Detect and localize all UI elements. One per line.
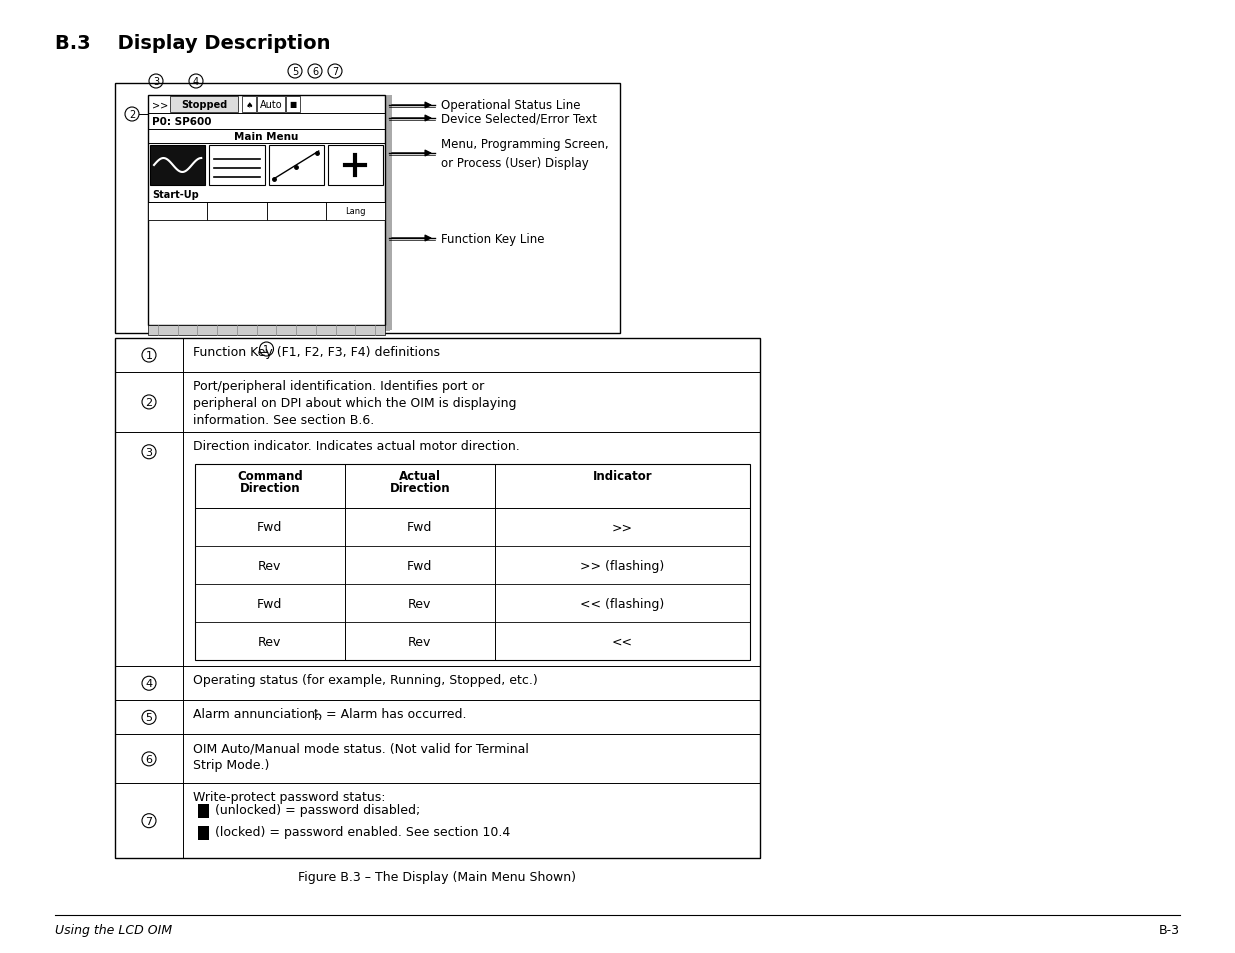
Text: Function Key (F1, F2, F3, F4) definitions: Function Key (F1, F2, F3, F4) definition… [193, 346, 440, 358]
Text: >> (flashing): >> (flashing) [580, 559, 664, 572]
Bar [115, 338, 760, 858]
Bar [327, 146, 383, 186]
Bar [148, 326, 385, 335]
Text: Rev: Rev [258, 559, 282, 572]
Text: ♄: ♄ [311, 707, 325, 722]
Text: Auto: Auto [259, 100, 283, 110]
Text: B.3    Display Description: B.3 Display Description [56, 34, 331, 53]
Text: Start-Up: Start-Up [152, 191, 199, 200]
Text: 3: 3 [146, 447, 152, 457]
Text: Alarm annunciation.: Alarm annunciation. [193, 707, 319, 720]
Text: = Alarm has occurred.: = Alarm has occurred. [326, 707, 467, 720]
Bar [387, 96, 391, 331]
Text: 2: 2 [128, 110, 135, 120]
Text: Port/peripheral identification. Identifies port or: Port/peripheral identification. Identifi… [193, 379, 484, 393]
Bar [242, 97, 256, 112]
Text: <<: << [611, 635, 632, 648]
Text: ■: ■ [289, 100, 296, 110]
Bar [198, 804, 209, 819]
Text: >>: >> [611, 521, 632, 534]
Bar [257, 97, 285, 112]
Text: Menu, Programming Screen,: Menu, Programming Screen, [441, 138, 609, 151]
Text: 5: 5 [291, 67, 298, 77]
Text: peripheral on DPI about which the OIM is displaying: peripheral on DPI about which the OIM is… [193, 396, 516, 410]
Text: Stopped: Stopped [180, 100, 227, 110]
Bar [195, 464, 750, 660]
Text: Fwd: Fwd [408, 521, 432, 534]
Text: or Process (User) Display: or Process (User) Display [441, 157, 589, 170]
Bar [268, 146, 324, 186]
Text: Rev: Rev [258, 635, 282, 648]
Bar [267, 203, 326, 221]
Text: 4: 4 [193, 77, 199, 87]
Text: 2: 2 [146, 397, 153, 408]
Bar [209, 146, 264, 186]
Text: Main Menu: Main Menu [235, 132, 299, 142]
Text: >>: >> [152, 100, 168, 110]
Text: OIM Auto/Manual mode status. (Not valid for Terminal: OIM Auto/Manual mode status. (Not valid … [193, 741, 529, 755]
Text: Command: Command [237, 469, 303, 482]
Text: Fwd: Fwd [408, 559, 432, 572]
Text: Figure B.3 – The Display (Main Menu Shown): Figure B.3 – The Display (Main Menu Show… [299, 870, 577, 883]
Text: Write-protect password status:: Write-protect password status: [193, 791, 385, 803]
Text: 1: 1 [263, 345, 269, 355]
Bar [198, 826, 209, 841]
Text: Direction: Direction [240, 481, 300, 495]
Bar [170, 97, 238, 112]
Bar [115, 84, 620, 334]
Text: Actual: Actual [399, 469, 441, 482]
Text: 3: 3 [153, 77, 159, 87]
Text: Fwd: Fwd [257, 597, 283, 610]
Bar [149, 146, 205, 186]
Text: ♠: ♠ [246, 100, 253, 110]
Text: B-3: B-3 [1158, 923, 1179, 936]
Text: P0: SP600: P0: SP600 [152, 117, 211, 127]
Bar [148, 96, 385, 326]
Text: 7: 7 [146, 816, 153, 826]
Text: Operational Status Line: Operational Status Line [441, 99, 580, 112]
Text: 4: 4 [146, 679, 153, 688]
Text: Using the LCD OIM: Using the LCD OIM [56, 923, 172, 936]
Bar [326, 203, 385, 221]
Text: Rev: Rev [408, 635, 431, 648]
Text: << (flashing): << (flashing) [580, 597, 664, 610]
Text: Rev: Rev [408, 597, 431, 610]
Bar [148, 203, 207, 221]
Text: Fwd: Fwd [257, 521, 283, 534]
Text: 5: 5 [146, 713, 152, 722]
Text: information. See section B.6.: information. See section B.6. [193, 414, 374, 427]
Text: Direction indicator. Indicates actual motor direction.: Direction indicator. Indicates actual mo… [193, 439, 520, 453]
Text: 7: 7 [332, 67, 338, 77]
Bar [287, 97, 300, 112]
Text: Indicator: Indicator [593, 469, 652, 482]
Text: Lang: Lang [345, 208, 366, 216]
Text: Device Selected/Error Text: Device Selected/Error Text [441, 112, 597, 126]
Text: 6: 6 [312, 67, 319, 77]
Text: (locked) = password enabled. See section 10.4: (locked) = password enabled. See section… [215, 825, 510, 838]
Text: Function Key Line: Function Key Line [441, 233, 545, 245]
Text: Strip Mode.): Strip Mode.) [193, 759, 269, 772]
Text: 6: 6 [146, 754, 152, 764]
Bar [207, 203, 267, 221]
Bar [153, 326, 390, 332]
Text: (unlocked) = password disabled;: (unlocked) = password disabled; [215, 803, 420, 816]
Text: 1: 1 [146, 351, 152, 360]
Text: Direction: Direction [389, 481, 450, 495]
Text: Operating status (for example, Running, Stopped, etc.): Operating status (for example, Running, … [193, 674, 537, 686]
